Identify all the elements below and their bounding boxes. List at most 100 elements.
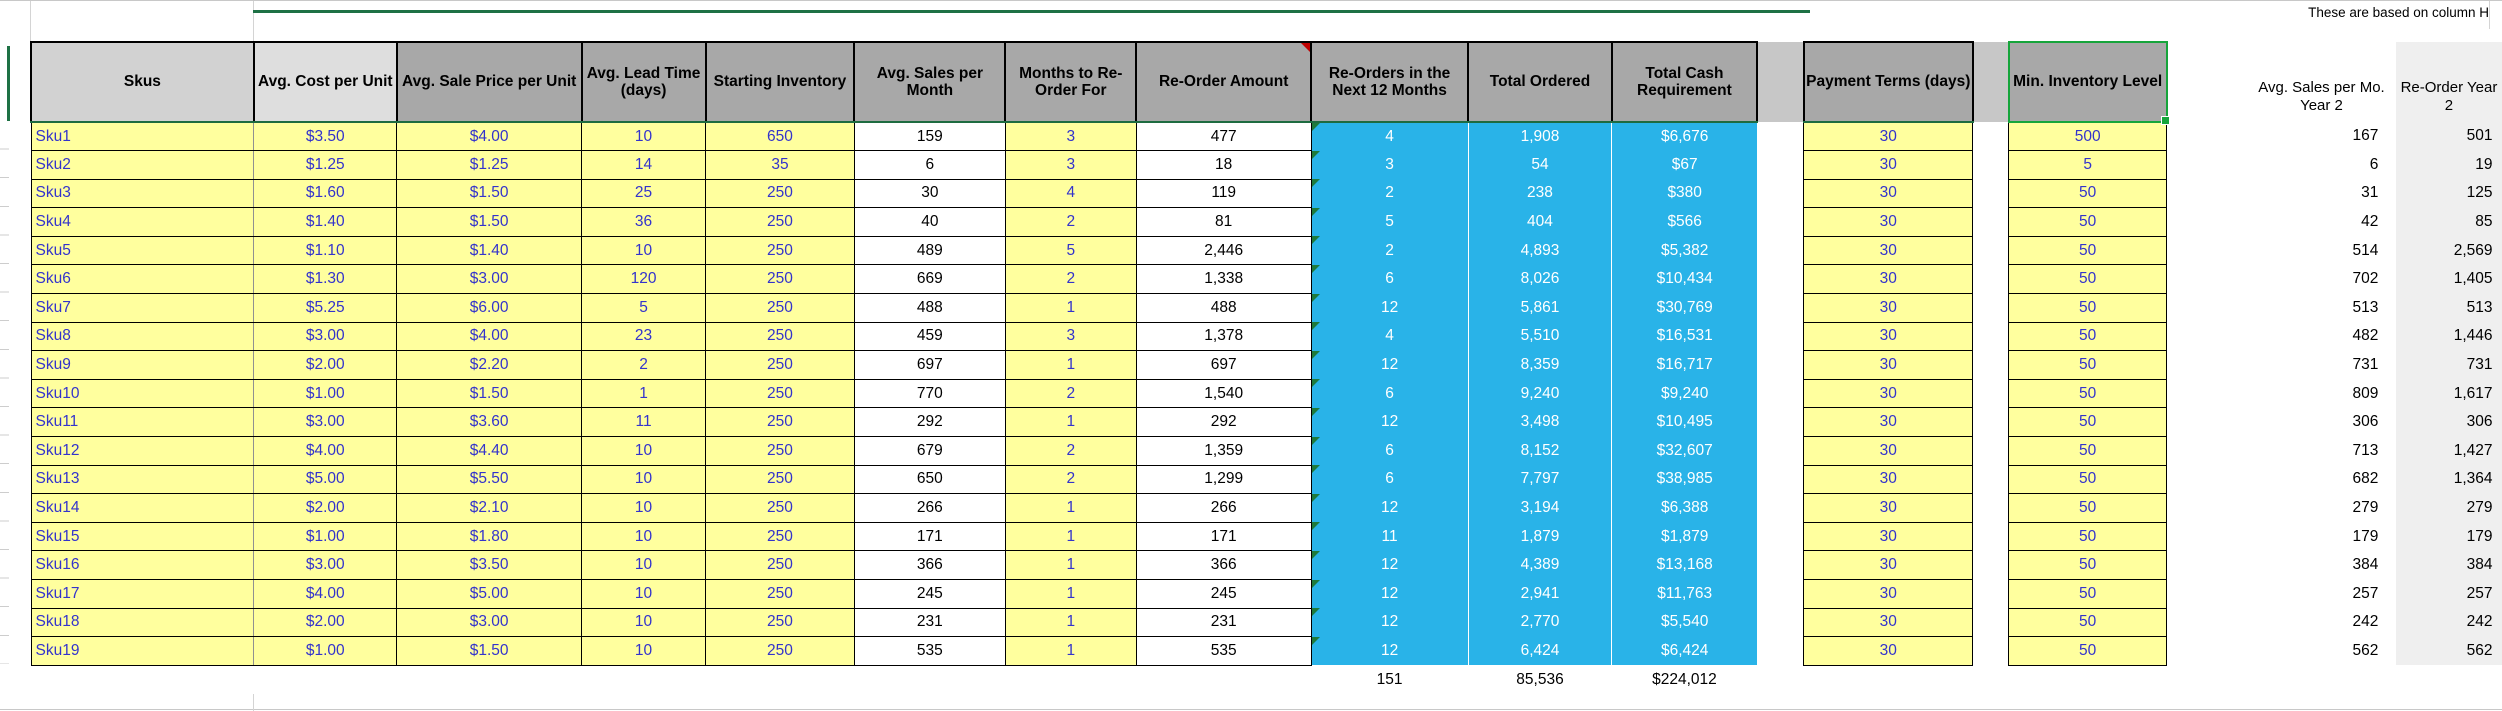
cell-lead[interactable]: 25 <box>581 178 706 209</box>
cell-next12[interactable]: 5 <box>1311 207 1469 237</box>
cell-terms[interactable]: 30 <box>1803 521 1974 552</box>
cell-months[interactable]: 1 <box>1004 521 1137 552</box>
cell-lead[interactable]: 14 <box>581 150 706 180</box>
cell-terms[interactable]: 30 <box>1803 436 1974 466</box>
cell-lead[interactable]: 10 <box>581 121 706 152</box>
cell-lead[interactable]: 10 <box>581 636 706 666</box>
cell-reorder_y2[interactable]: 1,446 <box>2396 322 2502 351</box>
cell-reorder_y2[interactable]: 2,569 <box>2396 236 2502 265</box>
cell-reorder_amt[interactable]: 1,359 <box>1135 436 1312 466</box>
cell-sale[interactable]: $3.00 <box>396 607 583 638</box>
cell-sale[interactable]: $4.00 <box>396 321 583 352</box>
cell-sale[interactable]: $2.20 <box>396 350 583 380</box>
cell-sku[interactable]: Sku13 <box>30 464 255 495</box>
cell-terms[interactable]: 30 <box>1803 207 1974 237</box>
cell-sale[interactable]: $3.60 <box>396 407 583 438</box>
cell-sales_mo[interactable]: 669 <box>853 264 1006 295</box>
cell-ordered[interactable]: 54 <box>1467 150 1612 180</box>
cell-sales_y2[interactable]: 279 <box>2246 493 2397 523</box>
cell-start_inv[interactable]: 250 <box>705 350 855 380</box>
column-header-months[interactable]: Months to Re-Order For <box>1004 41 1138 123</box>
cell-next12[interactable]: 12 <box>1311 550 1469 580</box>
cell-reorder_amt[interactable]: 1,540 <box>1135 378 1312 409</box>
cell-sales_y2[interactable]: 713 <box>2246 436 2397 466</box>
cell-min_inv[interactable]: 50 <box>2008 264 2168 295</box>
column-header-start_inv[interactable]: Starting Inventory <box>704 41 856 123</box>
cell-cost[interactable]: $1.40 <box>253 207 398 237</box>
cell-sale[interactable]: $6.00 <box>396 293 583 323</box>
cell-sku[interactable]: Sku11 <box>30 407 255 438</box>
cell-months[interactable]: 2 <box>1004 436 1137 466</box>
cell-ordered[interactable]: 8,026 <box>1467 264 1612 294</box>
cell-next12[interactable]: 6 <box>1311 379 1469 408</box>
cell-reorder_amt[interactable]: 292 <box>1135 407 1312 438</box>
cell-cash[interactable]: $38,985 <box>1611 465 1757 494</box>
cell-months[interactable]: 5 <box>1004 235 1137 266</box>
cell-start_inv[interactable]: 250 <box>705 235 855 266</box>
cell-sales_y2[interactable]: 6 <box>2246 150 2397 180</box>
cell-next12[interactable]: 12 <box>1311 608 1469 637</box>
cell-ordered[interactable]: 6,424 <box>1467 636 1612 666</box>
column-header-sales_mo[interactable]: Avg. Sales per Month <box>853 41 1007 123</box>
cell-terms[interactable]: 30 <box>1803 321 1974 352</box>
cell-next12[interactable]: 12 <box>1311 350 1469 380</box>
cell-cost[interactable]: $2.00 <box>253 493 398 523</box>
cell-sales_mo[interactable]: 488 <box>853 293 1006 323</box>
cell-months[interactable]: 3 <box>1004 321 1137 352</box>
cell-sale[interactable]: $4.40 <box>396 436 583 466</box>
cell-lead[interactable]: 10 <box>581 521 706 552</box>
cell-min_inv[interactable]: 50 <box>2008 521 2168 552</box>
cell-next12[interactable]: 12 <box>1311 579 1469 609</box>
cell-ordered[interactable]: 8,152 <box>1467 436 1612 466</box>
cell-min_inv[interactable]: 50 <box>2008 378 2168 409</box>
cell-sales_y2[interactable]: 167 <box>2246 122 2397 151</box>
cell-reorder_amt[interactable]: 81 <box>1135 207 1312 237</box>
cell-cost[interactable]: $1.30 <box>253 264 398 295</box>
cell-sales_mo[interactable]: 40 <box>853 207 1006 237</box>
cell-ordered[interactable]: 4,893 <box>1467 236 1612 265</box>
cell-next12[interactable]: 12 <box>1311 493 1469 523</box>
cell-cash[interactable]: $67 <box>1611 150 1757 180</box>
cell-next12[interactable]: 12 <box>1311 407 1469 437</box>
cell-reorder_y2[interactable]: 562 <box>2396 636 2502 666</box>
cell-sale[interactable]: $3.00 <box>396 264 583 295</box>
cell-months[interactable]: 1 <box>1004 550 1137 580</box>
cell-reorder_y2[interactable]: 1,364 <box>2396 465 2502 494</box>
cell-next12[interactable]: 6 <box>1311 264 1469 294</box>
cell-start_inv[interactable]: 250 <box>705 607 855 638</box>
cell-sales_mo[interactable]: 231 <box>853 607 1006 638</box>
cell-start_inv[interactable]: 250 <box>705 178 855 209</box>
cell-sales_y2[interactable]: 257 <box>2246 579 2397 609</box>
cell-terms[interactable]: 30 <box>1803 264 1974 295</box>
cell-terms[interactable]: 30 <box>1803 464 1974 495</box>
cell-sale[interactable]: $1.50 <box>396 636 583 666</box>
cell-next12[interactable]: 3 <box>1311 150 1469 180</box>
cell-lead[interactable]: 10 <box>581 235 706 266</box>
cell-start_inv[interactable]: 250 <box>705 293 855 323</box>
cell-sale[interactable]: $1.50 <box>396 378 583 409</box>
cell-cost[interactable]: $3.50 <box>253 121 398 152</box>
cell-lead[interactable]: 10 <box>581 607 706 638</box>
cell-start_inv[interactable]: 250 <box>705 521 855 552</box>
cell-sku[interactable]: Sku3 <box>30 178 255 209</box>
cell-sales_y2[interactable]: 702 <box>2246 264 2397 294</box>
cell-reorder_y2[interactable]: 1,405 <box>2396 264 2502 294</box>
cell-sales_y2[interactable]: 384 <box>2246 550 2397 580</box>
cell-months[interactable]: 1 <box>1004 493 1137 523</box>
cell-cost[interactable]: $1.25 <box>253 150 398 180</box>
cell-min_inv[interactable]: 50 <box>2008 235 2168 266</box>
column-header-terms[interactable]: Payment Terms (days) <box>1802 41 1974 123</box>
cell-reorder_y2[interactable]: 1,427 <box>2396 436 2502 466</box>
cell-reorder_amt[interactable]: 119 <box>1135 178 1312 209</box>
cell-sales_mo[interactable]: 366 <box>853 550 1006 580</box>
cell-min_inv[interactable]: 50 <box>2008 493 2168 523</box>
cell-min_inv[interactable]: 50 <box>2008 607 2168 638</box>
cell-cash[interactable]: $30,769 <box>1611 293 1757 323</box>
cell-cash[interactable]: $5,382 <box>1611 236 1757 265</box>
column-header-ordered[interactable]: Total Ordered <box>1467 41 1613 123</box>
cell-start_inv[interactable]: 650 <box>705 121 855 152</box>
cell-reorder_amt[interactable]: 1,378 <box>1135 321 1312 352</box>
cell-reorder_y2[interactable]: 279 <box>2396 493 2502 523</box>
cell-ordered[interactable]: 1,908 <box>1467 122 1612 151</box>
cell-reorder_amt[interactable]: 18 <box>1135 150 1312 180</box>
